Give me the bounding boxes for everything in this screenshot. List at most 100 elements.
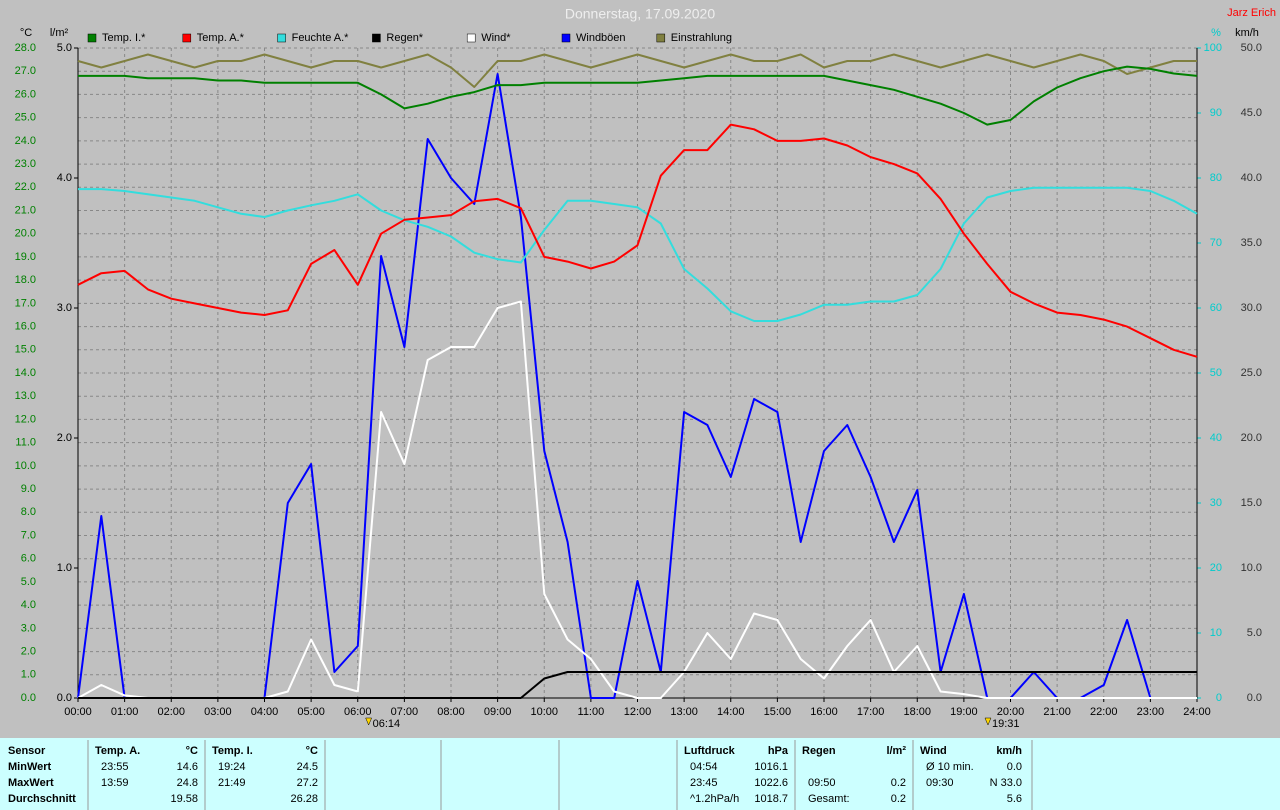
- series-line: [78, 186, 1198, 322]
- author: Jarz Erich: [1227, 7, 1276, 19]
- row-label: MinWert: [8, 761, 52, 773]
- y-tick-label: 15.0: [15, 344, 36, 356]
- x-tick-label: 00:00: [64, 706, 92, 718]
- row-label: Durchschnitt: [8, 793, 76, 805]
- x-tick-label: 21:00: [1043, 706, 1071, 718]
- y-axis-unit: °C: [20, 27, 32, 39]
- y-tick-label: 23.0: [15, 158, 36, 170]
- x-tick-label: 04:00: [251, 706, 279, 718]
- legend-label: Feuchte A.*: [292, 32, 350, 44]
- y2-tick-label: 0.0: [57, 692, 72, 704]
- cell-label: 23:45: [690, 777, 718, 789]
- y2-tick-label: 3.0: [57, 302, 72, 314]
- legend-label: Einstrahlung: [671, 32, 732, 44]
- table-background: [0, 738, 1280, 810]
- x-tick-label: 24:00: [1183, 706, 1211, 718]
- y-tick-label: 8.0: [21, 506, 36, 518]
- y4-tick-label: 15.0: [1241, 497, 1262, 509]
- cell-value: 19.58: [170, 793, 198, 805]
- table-header: Luftdruck: [684, 745, 736, 757]
- x-tick-label: 17:00: [857, 706, 885, 718]
- y3-tick-label: 90: [1210, 107, 1222, 119]
- cell-label: ^1.2hPa/h: [690, 793, 739, 805]
- series-line: [77, 53, 1197, 88]
- legend-label: Regen*: [386, 32, 423, 44]
- y3-tick-label: 60: [1210, 302, 1222, 314]
- x-tick-label: 08:00: [437, 706, 465, 718]
- y2-tick-label: 5.0: [57, 42, 72, 54]
- y-tick-label: 0.0: [21, 692, 36, 704]
- y-tick-label: 28.0: [15, 42, 36, 54]
- sun-marker: [984, 717, 992, 726]
- x-tick-label: 10:00: [530, 706, 558, 718]
- y-tick-label: 2.0: [21, 645, 36, 657]
- y4-tick-label: 25.0: [1241, 367, 1262, 379]
- cell-label: 21:49: [218, 777, 246, 789]
- table-unit: hPa: [768, 745, 789, 757]
- legend-marker: [182, 33, 192, 43]
- y3-tick-label: 40: [1210, 432, 1222, 444]
- y-tick-label: 17.0: [15, 297, 36, 309]
- y3-tick-label: 100: [1204, 42, 1222, 54]
- x-tick-label: 16:00: [810, 706, 838, 718]
- cell-value: N 33.0: [990, 777, 1022, 789]
- x-tick-label: 12:00: [624, 706, 652, 718]
- legend-marker: [561, 33, 571, 43]
- y4-axis-unit: km/h: [1235, 27, 1259, 39]
- y3-tick-label: 80: [1210, 172, 1222, 184]
- cell-value: 5.6: [1007, 793, 1022, 805]
- y-tick-label: 7.0: [21, 529, 36, 541]
- cell-label: 23:55: [101, 761, 129, 773]
- y3-tick-label: 70: [1210, 237, 1222, 249]
- x-tick-label: 05:00: [297, 706, 325, 718]
- y-tick-label: 9.0: [21, 483, 36, 495]
- y3-tick-label: 20: [1210, 562, 1222, 574]
- series-line: [78, 671, 1197, 699]
- y2-tick-label: 2.0: [57, 432, 72, 444]
- y4-tick-label: 50.0: [1241, 42, 1262, 54]
- y-tick-label: 10.0: [15, 460, 36, 472]
- y4-tick-label: 35.0: [1241, 237, 1262, 249]
- cell-label: 09:30: [926, 777, 954, 789]
- cell-value: 14.6: [177, 761, 198, 773]
- legend-label: Wind*: [481, 32, 511, 44]
- y4-tick-label: 0.0: [1247, 692, 1262, 704]
- legend-marker: [466, 33, 476, 43]
- y-tick-label: 5.0: [21, 576, 36, 588]
- background: [0, 0, 1280, 738]
- legend-marker: [656, 33, 666, 43]
- cell-value: 0.0: [1007, 761, 1022, 773]
- y-tick-label: 14.0: [15, 367, 36, 379]
- x-tick-label: 03:00: [204, 706, 232, 718]
- row-label: MaxWert: [8, 777, 54, 789]
- y-tick-label: 27.0: [15, 65, 36, 77]
- legend-marker: [87, 33, 97, 43]
- y3-tick-label: 0: [1216, 692, 1222, 704]
- table-unit: °C: [306, 745, 318, 757]
- y4-tick-label: 40.0: [1241, 172, 1262, 184]
- y4-tick-label: 5.0: [1247, 627, 1262, 639]
- legend-label: Windböen: [576, 32, 626, 44]
- cell-value: 26.28: [290, 793, 318, 805]
- sun-marker-label: 06:14: [373, 718, 401, 730]
- table-header: Wind: [920, 745, 947, 757]
- x-tick-label: 22:00: [1090, 706, 1118, 718]
- y-tick-label: 12.0: [15, 413, 36, 425]
- x-tick-label: 14:00: [717, 706, 745, 718]
- y-tick-label: 4.0: [21, 599, 36, 611]
- y4-tick-label: 20.0: [1241, 432, 1262, 444]
- table-unit: km/h: [996, 745, 1022, 757]
- y-tick-label: 25.0: [15, 112, 36, 124]
- y3-tick-label: 10: [1210, 627, 1222, 639]
- y-tick-label: 26.0: [15, 88, 36, 100]
- y-tick-label: 16.0: [15, 320, 36, 332]
- cell-value: 1016.1: [754, 761, 788, 773]
- legend-marker: [277, 33, 286, 43]
- x-tick-label: 11:00: [578, 706, 605, 718]
- y-tick-label: 3.0: [21, 622, 36, 634]
- table-unit: l/m²: [886, 745, 906, 757]
- y-tick-label: 11.0: [15, 437, 36, 449]
- y-tick-label: 19.0: [15, 251, 36, 263]
- table-header: Sensor: [8, 745, 46, 757]
